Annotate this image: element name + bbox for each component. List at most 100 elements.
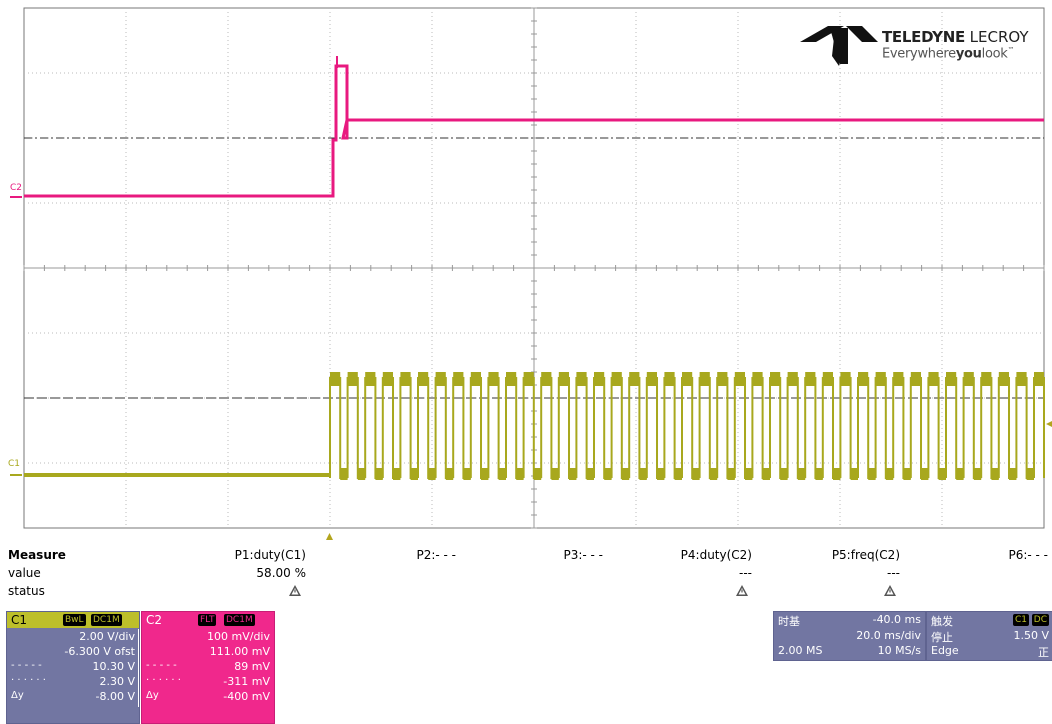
timebase-delay: -40.0 ms — [872, 613, 921, 626]
c1-pulse-top — [347, 372, 358, 386]
c1-pulse-bottom — [375, 468, 383, 480]
trigger-type: Edge — [931, 644, 959, 657]
warning-icon — [736, 585, 748, 599]
c1-pulse-bottom — [815, 468, 823, 480]
c1-pulse-top — [682, 372, 693, 386]
c1-pulse-top — [770, 372, 781, 386]
teledyne-logo-icon — [800, 26, 878, 66]
c1-pulse-top — [629, 372, 640, 386]
p2-header[interactable]: P2:- - - — [416, 548, 456, 562]
c1-pulse-top — [981, 372, 992, 386]
c2-row: - - - - -89 mV — [146, 660, 270, 673]
c1-pulse-bottom — [850, 468, 858, 480]
timebase-per-div: 20.0 ms/div — [856, 629, 921, 642]
c1-pulse-top — [998, 372, 1010, 386]
c1-pulse-bottom — [621, 468, 630, 480]
c1-pulse-bottom — [533, 468, 542, 480]
c1-pulse-top — [910, 372, 922, 386]
c1-pulse-bottom — [727, 468, 735, 480]
c1-pulse-top — [365, 372, 376, 386]
trigger-source-tag: C1 — [1012, 614, 1029, 626]
c1-pulse-bottom — [868, 468, 876, 480]
c1-pulse-bottom — [709, 468, 718, 480]
p4-value: --- — [739, 566, 752, 580]
waveform-display[interactable]: TELEDYNE LECROY Everywhereyoulook™ C2 C1 — [0, 0, 1052, 546]
c1-pulse-top — [963, 372, 974, 386]
c1-pulse-top — [453, 372, 464, 386]
c1-pulse-top — [1016, 372, 1027, 386]
trigger-box[interactable]: 触发 C1 DC 停止 1.50 V Edge 正 — [926, 611, 1052, 661]
c1-pulse-top — [840, 372, 851, 386]
brand-name: TELEDYNE LECROY — [882, 28, 1029, 46]
p5-value: --- — [887, 566, 900, 580]
c1-pulse-bottom — [340, 468, 348, 480]
p3-header[interactable]: P3:- - - — [563, 548, 603, 562]
c1-row: -6.300 V ofst — [64, 645, 135, 658]
c1-pulse-bottom — [674, 468, 682, 480]
c1-channel-box[interactable]: C1 BwL DC1M 2.00 V/div -6.300 V ofst - -… — [6, 611, 140, 724]
c1-row: - - - - -10.30 V — [11, 660, 135, 673]
c1-pulse-top — [594, 372, 605, 386]
measure-table: Measure P1:duty(C1) P2:- - - P3:- - - P4… — [0, 546, 1052, 606]
c1-pulse-bottom — [357, 468, 366, 480]
c1-row: · · · · · · 2.30 V — [11, 675, 135, 688]
c1-trace-label: C1 — [8, 459, 21, 469]
c1-pulse-bottom — [833, 468, 841, 480]
c1-pulse-bottom — [569, 468, 577, 480]
c1-pulse-top — [541, 372, 552, 386]
c1-pulse-top — [506, 372, 517, 386]
timebase-samples: 2.00 MS — [778, 644, 823, 657]
trigger-slope: 正 — [1038, 646, 1049, 659]
c2-row: 111.00 mV — [209, 645, 270, 658]
c2-channel-header: C2 FLT DC1M — [142, 612, 274, 628]
c1-pulse-bottom — [393, 468, 401, 480]
c1-pulse-bottom — [921, 468, 929, 480]
c1-pulse-top — [787, 372, 798, 386]
c1-pulse-top — [734, 372, 746, 386]
c1-pulse-bottom — [973, 468, 982, 480]
c1-pulse-top — [805, 372, 816, 386]
c1-pulse-bottom — [586, 468, 594, 480]
scope-grid — [10, 7, 1052, 540]
timebase-box[interactable]: 时基 -40.0 ms 20.0 ms/div 2.00 MS 10 MS/s — [773, 611, 926, 661]
c1-pulse-top — [523, 372, 534, 386]
warning-icon — [289, 585, 301, 599]
value-label: value — [8, 566, 41, 580]
c1-pulse-top — [946, 372, 957, 386]
c1-pulse-top — [558, 372, 570, 386]
p1-header[interactable]: P1:duty(C1) — [234, 548, 306, 562]
c1-pulse-top — [576, 372, 587, 386]
c1-pulse-bottom — [780, 468, 788, 480]
trigger-title: 触发 — [931, 615, 953, 628]
c1-coupling-tag: DC1M — [91, 614, 122, 626]
c1-pulse-bottom — [604, 468, 612, 480]
c1-pulse-bottom — [745, 468, 753, 480]
c1-pulse-bottom — [498, 468, 506, 480]
p5-header[interactable]: P5:freq(C2) — [831, 548, 900, 562]
c1-pulse-top — [611, 372, 622, 386]
c1-pulse-bottom — [692, 468, 700, 480]
trigger-level-marker — [1046, 421, 1052, 427]
c2-row: · · · · · · -311 mV — [146, 675, 270, 688]
c2-channel-box[interactable]: C2 FLT DC1M 100 mV/div 111.00 mV - - - -… — [141, 611, 275, 724]
p4-header[interactable]: P4:duty(C2) — [680, 548, 752, 562]
trigger-mode: 停止 — [931, 631, 953, 644]
c1-pulse-top — [928, 372, 939, 386]
c1-pulse-bottom — [410, 468, 418, 480]
timebase-title: 时基 — [778, 615, 800, 628]
measure-title[interactable]: Measure — [8, 548, 66, 562]
p6-header[interactable]: P6:- - - — [1008, 548, 1048, 562]
measure-value-row: value 58.00 % --- --- — [0, 566, 1052, 583]
c1-pulse-top — [893, 372, 904, 386]
c1-pulse-bottom — [885, 468, 894, 480]
c1-pulse-top — [699, 372, 710, 386]
c1-pulse-top — [1034, 372, 1044, 386]
teledyne-lecroy-logo: TELEDYNE LECROY Everywhereyoulook™ — [800, 26, 1040, 66]
timebase-rate: 10 MS/s — [877, 644, 921, 657]
c1-pulse-bottom — [445, 468, 454, 480]
c1-pulse-top — [418, 372, 429, 386]
c1-row: Δy -8.00 V — [11, 690, 135, 703]
c1-pulse-bottom — [1026, 468, 1034, 480]
c1-pulse-top — [470, 372, 482, 386]
c1-pulse-bottom — [938, 468, 946, 480]
